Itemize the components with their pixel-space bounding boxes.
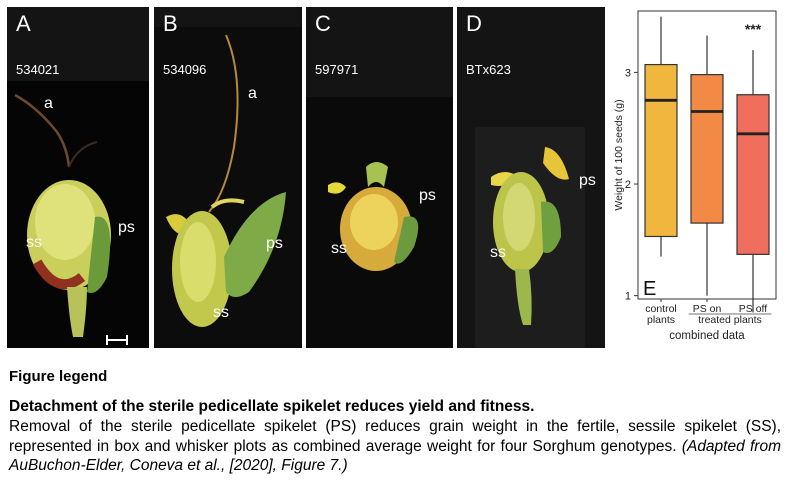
photo-panel-a: A 534021 a ss ps	[7, 7, 149, 348]
box-2	[690, 74, 724, 224]
group-label: treated plants	[698, 314, 762, 326]
ss-label-a: ss	[26, 234, 42, 251]
photo-panel-c: C 597971 ss ps	[306, 7, 453, 348]
significance-marker: ***	[745, 21, 762, 37]
spikelet-photo-d	[475, 127, 585, 348]
legend-title: Figure legend	[9, 368, 108, 385]
box-3	[736, 94, 770, 255]
legend-body-text: Removal of the sterile pedicellate spike…	[9, 418, 781, 455]
panel-label-e: E	[643, 278, 656, 300]
ss-label-c: ss	[331, 240, 347, 257]
legend-heading: Detachment of the sterile pedicellate sp…	[9, 398, 535, 415]
photo-panel-b: B 534096 a ss ps	[154, 7, 302, 348]
spikelet-photo-c	[306, 97, 453, 348]
legend-reference: (Adapted from AuBuchon-Elder, Coneva et …	[9, 437, 782, 475]
genotype-label-c: 597971	[315, 62, 359, 77]
panel-label-d: D	[466, 11, 482, 36]
panel-label-b: B	[163, 11, 178, 36]
ss-label-d: ss	[490, 244, 506, 261]
x-tick-label: plants	[647, 314, 675, 326]
y-tick-label: 2	[625, 179, 631, 191]
awn-label-b: a	[248, 85, 257, 102]
spikelet-photo-a	[7, 81, 149, 348]
awn-label-a: a	[44, 95, 53, 112]
x-tick-label: PS off	[739, 303, 767, 315]
ss-label-b: ss	[213, 304, 229, 321]
genotype-label-a: 534021	[16, 62, 60, 77]
ps-label-c: ps	[419, 187, 436, 204]
ps-label-b: ps	[266, 235, 283, 252]
photo-panel-d: D BTx623 ss ps	[457, 7, 605, 348]
genotype-label-d: BTx623	[466, 62, 511, 77]
genotype-label-b: 534096	[163, 62, 207, 77]
x-axis-label: combined data	[669, 330, 745, 342]
y-tick-label: 1	[625, 291, 631, 303]
y-tick-label: 3	[625, 67, 631, 79]
ps-label-a: ps	[118, 219, 135, 236]
panel-label-c: C	[315, 11, 331, 36]
box-1	[644, 63, 678, 238]
x-tick-label: PS on	[693, 303, 722, 315]
y-axis-label: Weight of 100 seeds (g)	[613, 99, 625, 210]
legend-body: Removal of the sterile pedicellate spike…	[9, 417, 781, 476]
x-tick-label: control	[645, 303, 677, 315]
box-plot-chart: 1 2 3 Weight of 100 seeds (g) control plants P…	[610, 7, 785, 348]
ps-label-d: ps	[579, 172, 596, 189]
spikelet-photo-b	[154, 27, 302, 348]
panel-label-a: A	[16, 11, 31, 36]
